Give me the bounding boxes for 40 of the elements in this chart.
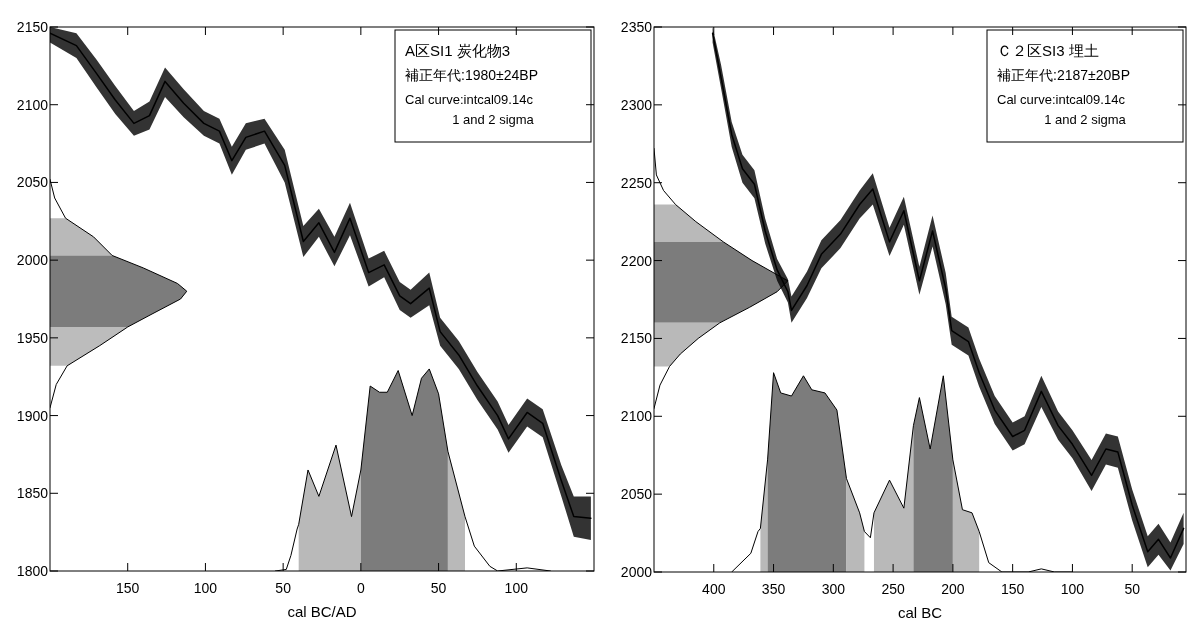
annotation: Cal curve:intcal09.14c xyxy=(405,92,534,107)
annotation: 補正年代:1980±24BP xyxy=(405,67,538,83)
x-tick-label: 350 xyxy=(761,581,786,597)
annotation: Ｃ２区SI3 埋土 xyxy=(997,42,1099,59)
x-tick-label: 200 xyxy=(941,581,965,597)
y-tick-label: 2050 xyxy=(16,174,49,191)
x-tick-label: 150 xyxy=(1000,581,1025,597)
annotation: Cal curve:intcal09.14c xyxy=(997,92,1126,107)
x-tick-label: 300 xyxy=(821,581,846,597)
annotation: 補正年代:2187±20BP xyxy=(997,67,1130,83)
y-tick-label: 2300 xyxy=(620,96,653,113)
x-axis-title: cal BC xyxy=(897,604,943,621)
y-tick-label: 2050 xyxy=(620,486,653,503)
y-tick-label: 2250 xyxy=(620,174,653,191)
y-tick-label: 1900 xyxy=(16,407,49,424)
annotation: A区SI1 炭化物3 xyxy=(405,42,511,59)
y-tick-label: 2100 xyxy=(16,96,49,113)
y-tick-label: 2000 xyxy=(620,564,653,580)
y-tick-label: 1850 xyxy=(16,485,49,502)
x-tick-label: 100 xyxy=(1060,581,1085,597)
x-tick-label: 50 xyxy=(275,580,292,596)
y-tick-label: 1800 xyxy=(16,563,49,579)
y-tick-label: 2150 xyxy=(620,330,653,347)
x-tick-label: 100 xyxy=(193,580,218,596)
x-tick-label: 250 xyxy=(881,581,905,597)
annotation: 1 and 2 sigma xyxy=(452,112,535,127)
x-tick-label: 150 xyxy=(116,580,140,596)
y-tick-label: 2200 xyxy=(620,252,653,269)
annotation: 1 and 2 sigma xyxy=(1044,112,1127,127)
x-tick-label: 400 xyxy=(702,581,726,597)
y-tick-label: 2350 xyxy=(620,19,653,35)
x-tick-label: 0 xyxy=(356,580,365,596)
y-tick-label: 2150 xyxy=(16,19,49,35)
x-tick-label: 100 xyxy=(504,580,529,596)
x-axis-title: cal BC/AD xyxy=(287,603,357,620)
x-tick-label: 50 xyxy=(430,580,447,596)
y-tick-label: 2100 xyxy=(620,408,653,425)
x-tick-label: 50 xyxy=(1124,581,1141,597)
y-tick-label: 1950 xyxy=(16,329,49,346)
y-tick-label: 2000 xyxy=(16,252,49,269)
